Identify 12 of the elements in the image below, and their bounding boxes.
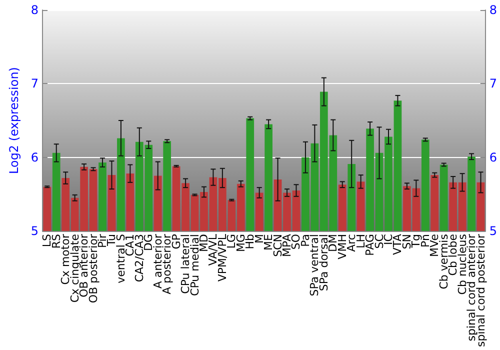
x-tick-label: OB posterior (86, 234, 100, 304)
y-tick-label: 8 (30, 3, 39, 17)
y-tick-label: 7 (30, 76, 39, 91)
y2-tick-label: 5 (489, 224, 498, 238)
x-tick-label: Tg (410, 234, 423, 249)
y-tick-label: 5 (30, 224, 39, 238)
y2-tick-label: 8 (489, 3, 498, 17)
x-tick-label: A posterior (160, 234, 174, 294)
y-axis-title: Log2 (expression) (7, 67, 21, 174)
y2-tick-label: 7 (489, 76, 498, 91)
y-tick-label: 6 (30, 150, 39, 164)
y2-tick-label: 6 (489, 150, 498, 164)
